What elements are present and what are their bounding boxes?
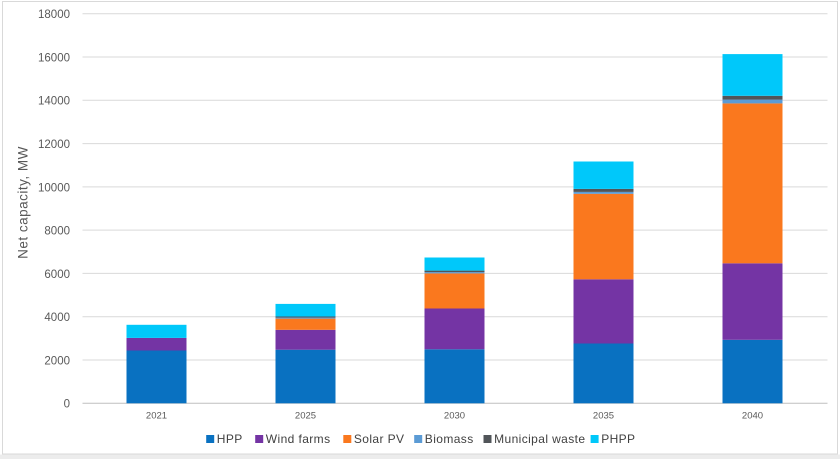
svg-text:2030: 2030 [444, 411, 465, 422]
svg-text:Solar PV: Solar PV [354, 432, 405, 446]
svg-text:2040: 2040 [742, 411, 763, 422]
svg-text:0: 0 [64, 399, 70, 411]
svg-text:18000: 18000 [38, 9, 70, 21]
svg-text:Net capacity, MW: Net capacity, MW [16, 146, 31, 259]
svg-text:8000: 8000 [44, 226, 70, 238]
svg-text:Municipal waste: Municipal waste [494, 432, 585, 446]
svg-text:Biomass: Biomass [425, 432, 474, 446]
svg-text:2025: 2025 [295, 411, 316, 422]
svg-text:HPP: HPP [217, 432, 243, 446]
svg-text:16000: 16000 [38, 52, 70, 64]
svg-text:4000: 4000 [44, 312, 70, 324]
svg-text:14000: 14000 [38, 96, 70, 108]
svg-text:10000: 10000 [38, 182, 70, 194]
svg-text:12000: 12000 [38, 139, 70, 151]
svg-text:2000: 2000 [44, 355, 70, 367]
svg-text:6000: 6000 [44, 269, 70, 281]
svg-text:2021: 2021 [146, 411, 167, 422]
svg-text:PHPP: PHPP [601, 432, 635, 446]
svg-text:2035: 2035 [593, 411, 614, 422]
svg-text:Wind farms: Wind farms [266, 432, 331, 446]
